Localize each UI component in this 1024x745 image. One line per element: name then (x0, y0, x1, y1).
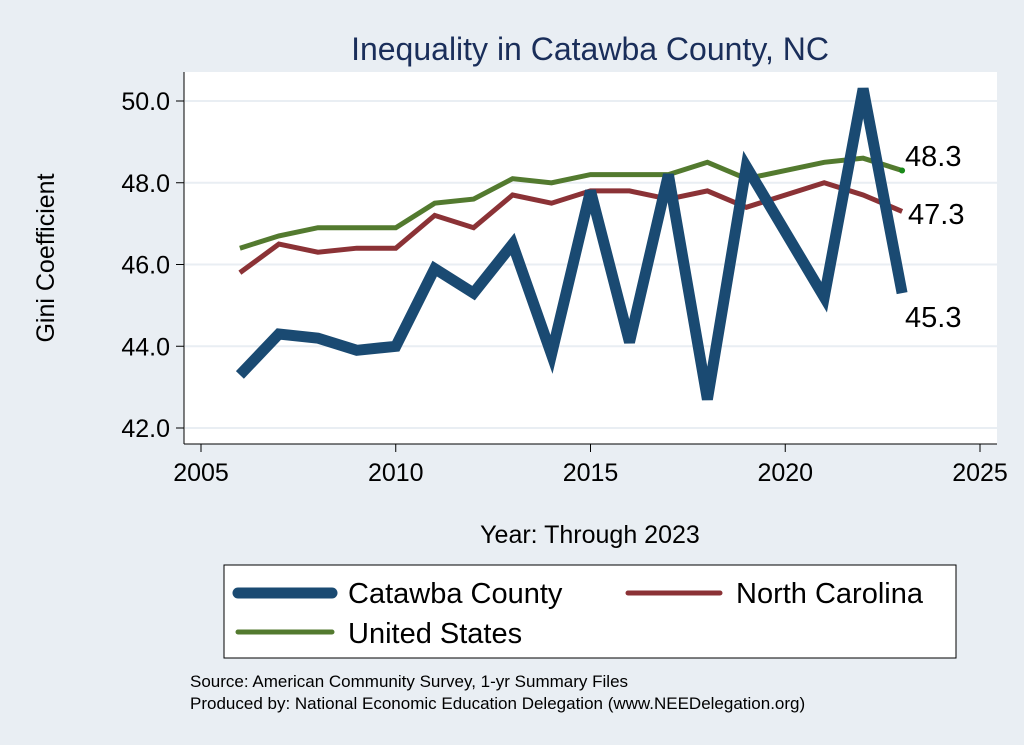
y-tick-label: 48.0 (121, 170, 170, 198)
plot-area (184, 72, 997, 444)
x-tick-label: 2015 (563, 459, 619, 487)
legend-box (223, 564, 957, 659)
produced-by-line: Produced by: National Economic Education… (190, 694, 805, 713)
y-ticks: 42.0 44.0 46.0 48.0 50.0 (121, 88, 184, 443)
legend: Catawba County North Carolina United Sta… (223, 564, 957, 659)
source-line: Source: American Community Survey, 1-yr … (190, 672, 628, 691)
y-tick-label: 44.0 (121, 333, 170, 361)
x-tick-label: 2020 (757, 459, 813, 487)
y-tick-label: 50.0 (121, 88, 170, 116)
series-line-united-states (239, 155, 903, 251)
end-label-catawba-county: 45.3 (905, 302, 961, 334)
series-line-catawba-county (235, 87, 908, 401)
y-axis-label: Gini Coefficient (32, 173, 60, 342)
gridlines (185, 100, 997, 429)
end-label-united-states: 48.3 (905, 141, 961, 173)
legend-label-us: United States (348, 618, 522, 650)
series-line-north-carolina (238, 180, 904, 275)
legend-label-nc: North Carolina (736, 578, 924, 610)
series-end-marker (899, 167, 906, 174)
x-tick-label: 2005 (173, 459, 229, 487)
x-ticks: 2005 2010 2015 2020 2025 (173, 444, 1008, 487)
y-tick-label: 46.0 (121, 252, 170, 280)
legend-label-catawba: Catawba County (348, 578, 563, 610)
x-axis-label: Year: Through 2023 (480, 521, 700, 549)
end-label-north-carolina: 47.3 (908, 199, 964, 231)
x-tick-label: 2025 (952, 459, 1008, 487)
end-labels: 45.3 47.3 48.3 (905, 141, 964, 334)
series-lines (235, 87, 908, 401)
x-tick-label: 2010 (368, 459, 424, 487)
y-tick-label: 42.0 (121, 415, 170, 443)
chart-title: Inequality in Catawba County, NC (351, 31, 829, 67)
